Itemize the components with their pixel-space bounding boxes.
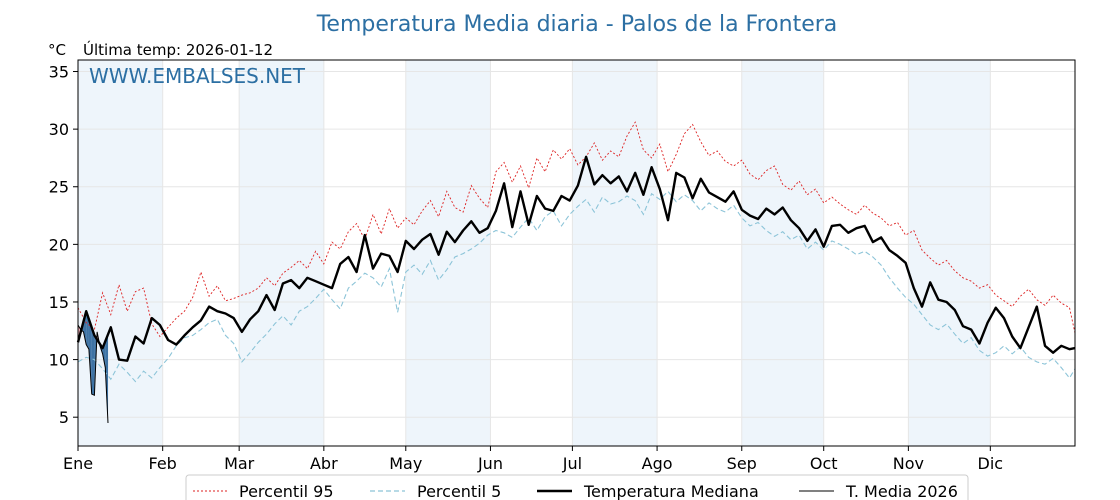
- series-line-median: [76, 155, 1076, 362]
- legend-label-p95: Percentil 95: [239, 482, 334, 500]
- chart-title: Temperatura Media diaria - Palos de la F…: [316, 12, 838, 37]
- x-tick-label: Dic: [978, 454, 1004, 473]
- y-tick-label: 15: [49, 293, 69, 312]
- x-tick-label: Oct: [810, 454, 838, 473]
- last-temp-label: Última temp: 2026-01-12: [83, 40, 273, 59]
- y-tick-label: 30: [49, 120, 69, 139]
- x-tick-label: May: [389, 454, 422, 473]
- x-tick-label: Ago: [642, 454, 673, 473]
- legend-label-median: Temperatura Mediana: [583, 482, 759, 500]
- x-tick-label: Jul: [562, 454, 582, 473]
- unit-label: °C: [48, 41, 66, 59]
- month-bands: [78, 60, 991, 446]
- legend-label-p5: Percentil 5: [417, 482, 501, 500]
- legend-label-current: T. Media 2026: [845, 482, 958, 500]
- y-tick-label: 10: [49, 351, 69, 370]
- month-band: [572, 60, 658, 446]
- x-tick-label: Mar: [224, 454, 255, 473]
- grid-lines: [77, 60, 1075, 446]
- month-band: [741, 60, 824, 446]
- month-band: [78, 60, 163, 446]
- month-band: [908, 60, 991, 446]
- x-tick-label: Jun: [477, 454, 503, 473]
- plot-frame: [77, 59, 1076, 447]
- series-lines: [76, 121, 1076, 424]
- month-band: [405, 60, 491, 446]
- month-band: [239, 60, 324, 446]
- legend-box: [185, 474, 969, 500]
- series-line-p5: [77, 190, 1076, 383]
- x-tick-label: Feb: [149, 454, 177, 473]
- y-tick-label: 35: [49, 63, 69, 82]
- watermark: WWW.EMBALSES.NET: [89, 64, 306, 88]
- x-axis: Ene Feb Mar Abr May Jun Jul Ago Sep Oct Nov Dic: [63, 446, 1003, 473]
- x-tick-label: Nov: [893, 454, 924, 473]
- y-tick-label: 25: [49, 178, 69, 197]
- series-line-current: [77, 324, 109, 424]
- fill-below-median: [91, 327, 95, 396]
- y-tick-label: 5: [59, 408, 69, 427]
- series-line-p95: [77, 121, 1076, 338]
- y-tick-label: 20: [49, 235, 69, 254]
- x-tick-label: Abr: [310, 454, 338, 473]
- x-tick-label: Sep: [727, 454, 757, 473]
- x-tick-label: Ene: [63, 454, 93, 473]
- y-axis: 5 10 15 20 25 30 35: [49, 63, 78, 427]
- legend: Percentil 95 Percentil 5 Temperatura Med…: [185, 474, 969, 500]
